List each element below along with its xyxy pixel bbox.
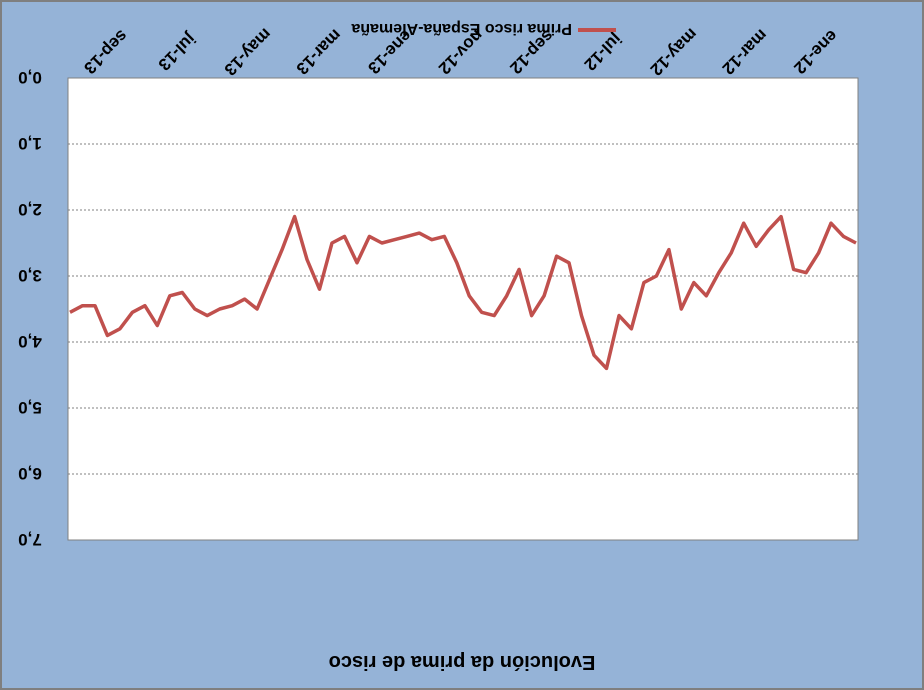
y-axis-ticks: 0,0 1,0 2,0 3,0 4,0 5,0 6,0 7,0 <box>18 68 42 549</box>
plot-area <box>67 77 859 541</box>
series-group <box>69 214 857 371</box>
y-tick-label: 6,0 <box>18 464 42 483</box>
series-line <box>69 214 857 371</box>
y-tick-label: 7,0 <box>18 530 42 549</box>
x-tick-label: may-13 <box>220 24 275 79</box>
x-tick-label: sep-13 <box>80 26 132 78</box>
x-tick-label: jul-12 <box>580 29 626 75</box>
y-tick-label: 5,0 <box>18 398 42 417</box>
legend: Prima risco España-Alemaña <box>351 20 616 37</box>
chart-title: Evolución da prima de risco <box>329 651 596 673</box>
chart-title-group: Evolución da prima de risco <box>329 651 596 673</box>
x-tick-label: ene-12 <box>790 26 842 78</box>
x-tick-label: jul-13 <box>154 29 200 75</box>
y-tick-label: 0,0 <box>18 68 42 87</box>
y-tick-label: 1,0 <box>18 134 42 153</box>
y-tick-label: 3,0 <box>18 266 42 285</box>
x-tick-label: mar-12 <box>718 25 771 78</box>
x-tick-label: may-12 <box>646 24 701 79</box>
y-tick-label: 4,0 <box>18 332 42 351</box>
legend-label: Prima risco España-Alemaña <box>351 20 572 37</box>
y-tick-label: 2,0 <box>18 200 42 219</box>
x-tick-label: mar-13 <box>292 25 345 78</box>
